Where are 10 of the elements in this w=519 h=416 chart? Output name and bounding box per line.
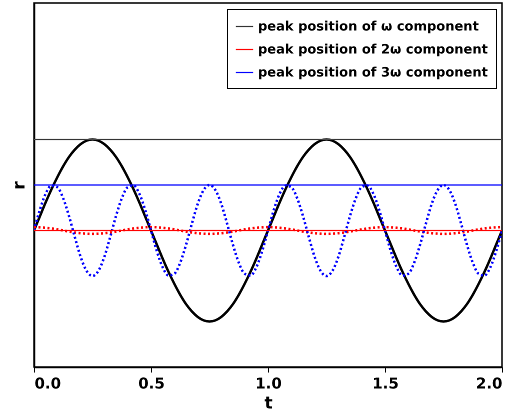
- x-tick-label: 0.5: [138, 374, 165, 392]
- legend-label: peak position of 2ω component: [258, 42, 488, 58]
- x-tick-label: 2.0: [476, 374, 502, 392]
- y-axis-title: r: [10, 180, 30, 190]
- legend-label: peak position of 3ω component: [258, 66, 488, 80]
- x-tick-label: 1.5: [372, 374, 399, 392]
- x-tick-label: 0.0: [34, 374, 62, 392]
- legend-label: peak position of ω component: [258, 20, 479, 34]
- x-axis-title: t: [264, 394, 273, 414]
- x-tick-label: 1.0: [255, 374, 282, 392]
